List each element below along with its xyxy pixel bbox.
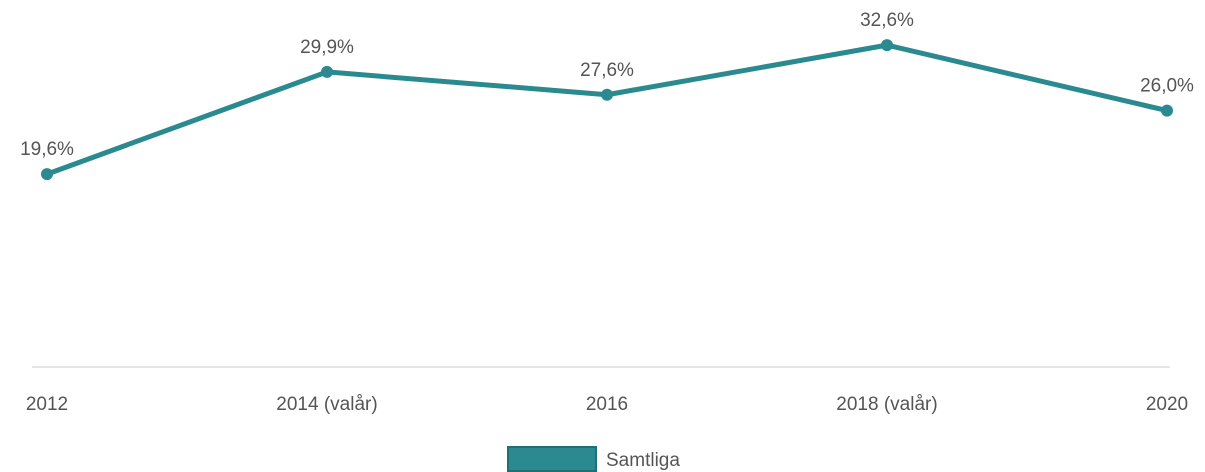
data-label: 29,9% — [300, 37, 354, 58]
data-point — [601, 88, 613, 101]
legend-label: Samtliga — [606, 450, 680, 471]
data-point — [321, 65, 333, 78]
x-tick-label: 2018 (valår) — [836, 394, 937, 415]
x-tick-label: 2020 — [1146, 394, 1188, 415]
legend-swatch — [507, 446, 597, 472]
data-label: 27,6% — [580, 60, 634, 81]
x-tick-label: 2014 (valår) — [276, 394, 377, 415]
x-tick-label: 2016 — [586, 394, 628, 415]
data-point — [41, 168, 53, 181]
data-label: 32,6% — [860, 10, 914, 31]
x-tick-label: 2012 — [26, 394, 68, 415]
data-point — [1161, 104, 1173, 117]
data-label: 26,0% — [1140, 76, 1194, 97]
data-label: 19,6% — [20, 139, 74, 160]
data-point — [881, 39, 893, 52]
